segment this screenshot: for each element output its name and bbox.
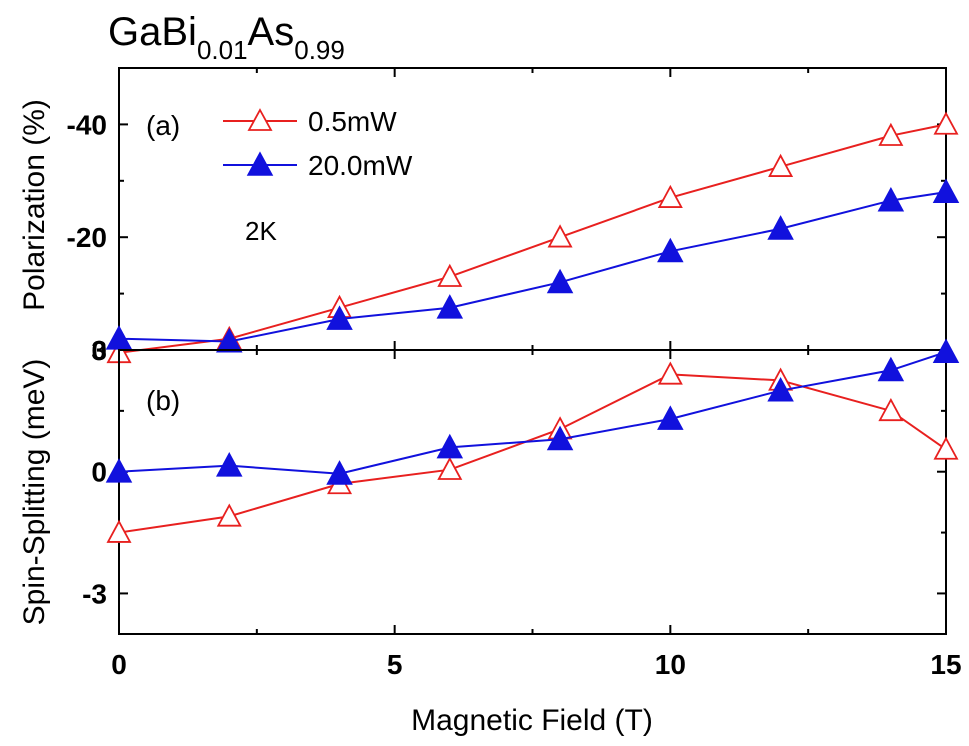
data-point-20.0mW xyxy=(105,458,133,483)
data-point-20.0mW xyxy=(216,327,243,353)
data-point-20.0mW xyxy=(436,433,464,459)
series-line-20.0mW xyxy=(118,191,947,343)
title-sub-2: 0.99 xyxy=(294,35,345,65)
data-point-20.0mW xyxy=(932,178,960,204)
xtick-label: 5 xyxy=(387,649,403,680)
xtick-label: 15 xyxy=(930,649,961,680)
legend-marker-20.0mW xyxy=(246,151,274,176)
data-point-0.5mW xyxy=(657,361,683,385)
panel-a-ylabel: Polarization (%) xyxy=(18,99,51,311)
panel-a-ytick-label: 0 xyxy=(91,335,107,366)
data-point-20.0mW xyxy=(932,338,960,363)
data-point-0.5mW xyxy=(216,503,242,527)
series-line-0.5mW xyxy=(118,123,947,354)
data-point-0.5mW xyxy=(437,263,463,287)
xtick-label: 10 xyxy=(655,649,686,680)
panel-b-ytick-label: 0 xyxy=(91,457,107,488)
data-point-0.5mW xyxy=(768,153,794,177)
panel-b-series xyxy=(105,338,960,543)
panel-b-ytick-label: -3 xyxy=(82,578,107,609)
legend-label-0.5mW: 0.5mW xyxy=(308,106,397,137)
legend-label-20.0mW: 20.0mW xyxy=(308,150,413,181)
series-line-0.5mW xyxy=(118,373,947,534)
panel-a-ytick-label: -20 xyxy=(67,222,107,253)
panel-a-ticks: 0 -20 -40 xyxy=(67,68,947,366)
data-point-0.5mW xyxy=(933,436,959,460)
figure-title: GaBi0.01As0.99 xyxy=(108,10,345,65)
data-point-0.5mW xyxy=(657,184,683,208)
data-point-20.0mW xyxy=(657,405,684,430)
data-point-20.0mW xyxy=(767,215,794,240)
panel-a-label: (a) xyxy=(146,110,180,141)
x-axis-title: Magnetic Field (T) xyxy=(411,704,653,737)
data-point-0.5mW xyxy=(106,519,132,543)
data-point-0.5mW xyxy=(878,122,904,146)
data-point-0.5mW xyxy=(437,456,463,480)
data-point-20.0mW xyxy=(657,237,684,263)
panel-b-label: (b) xyxy=(146,385,180,416)
panel-b-ylabel: Spin-Splitting (meV) xyxy=(18,359,51,626)
title-sub-1: 0.01 xyxy=(197,35,248,65)
data-point-20.0mW xyxy=(767,376,794,402)
data-point-20.0mW xyxy=(436,294,464,319)
data-point-20.0mW xyxy=(546,268,574,294)
panel-a-series xyxy=(105,111,960,364)
legend: 0.5mW 20.0mW xyxy=(223,106,413,181)
data-point-0.5mW xyxy=(933,111,959,135)
data-point-20.0mW xyxy=(877,356,905,382)
series-line-20.0mW xyxy=(118,351,947,475)
data-point-20.0mW xyxy=(546,425,574,451)
panel-b-ytick-label: 3 xyxy=(91,335,107,366)
title-base-2: As xyxy=(248,10,295,54)
data-point-20.0mW xyxy=(105,325,133,350)
xtick-label: 0 xyxy=(111,649,127,680)
temperature-annotation: 2K xyxy=(245,216,277,246)
data-point-20.0mW xyxy=(326,460,353,485)
panel-a-ytick-label: -40 xyxy=(67,109,107,140)
data-point-0.5mW xyxy=(878,397,904,422)
data-point-20.0mW xyxy=(877,186,905,212)
panel-a-frame xyxy=(118,67,947,351)
data-point-20.0mW xyxy=(326,305,353,330)
data-point-20.0mW xyxy=(216,452,243,477)
legend-marker-0.5mW xyxy=(247,108,273,131)
data-point-0.5mW xyxy=(547,224,573,248)
title-base-1: GaBi xyxy=(108,10,197,54)
panel-a: 0 -20 -40 (a) 2K Polarization (%) 0.5mW 20… xyxy=(18,67,960,366)
